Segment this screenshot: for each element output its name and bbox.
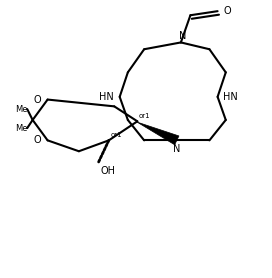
Text: N: N bbox=[178, 31, 186, 41]
Text: or1: or1 bbox=[139, 113, 150, 119]
Text: HN: HN bbox=[100, 92, 114, 102]
Text: O: O bbox=[33, 135, 41, 145]
Text: OH: OH bbox=[101, 166, 116, 176]
Text: Me: Me bbox=[15, 124, 27, 133]
Text: O: O bbox=[33, 95, 41, 105]
Polygon shape bbox=[137, 122, 179, 145]
Text: O: O bbox=[223, 6, 231, 16]
Text: or1: or1 bbox=[110, 132, 122, 138]
Text: Me: Me bbox=[15, 105, 27, 114]
Text: N: N bbox=[173, 145, 181, 155]
Text: HN: HN bbox=[223, 92, 238, 102]
